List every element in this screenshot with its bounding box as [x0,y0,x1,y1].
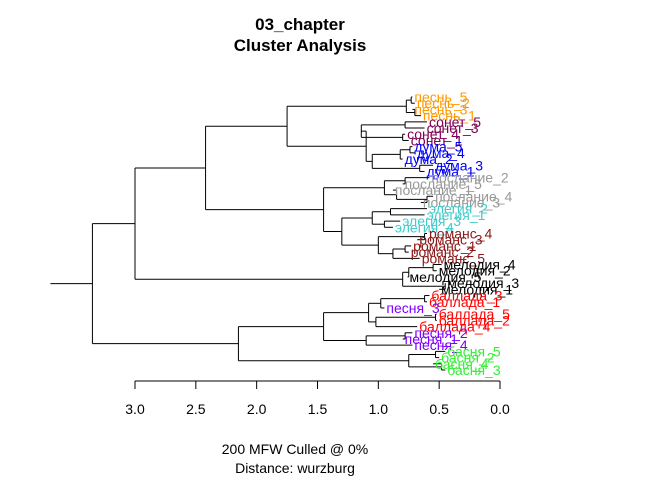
leaf-label: элегия_3 [402,213,461,229]
leaf-label: песнь_2 [417,95,470,111]
leaf-label: песня_1 [405,331,458,347]
leaf-label: дума_4 [417,145,465,161]
leaf-label: романс_4 [429,226,493,242]
leaf-label: песня_2 [414,325,467,341]
leaf-label: баллада_5 [439,306,510,322]
leaf-label: мелодия_3 [447,275,519,291]
page-title: 03_chapter Cluster Analysis [0,14,600,56]
leaf-label: мелодия_5 [410,269,482,285]
leaf-label: дума_1 [427,163,475,179]
leaf-label: романс_3 [419,232,483,248]
leaf-label: мелодия_1 [441,281,513,297]
leaf-label: послание_4 [435,188,512,204]
leaf-label: мелодия_2 [439,263,511,279]
leaf-label: баллада_2 [439,312,510,328]
footer-line-1: 200 MFW Culled @ 0% [221,441,369,457]
leaf-label: песня_3 [386,300,439,316]
chart-footer: 200 MFW Culled @ 0% Distance: wurzburg [190,440,400,478]
leaf-label: сонет_4 [407,126,459,142]
leaf-label: дума_2 [405,151,453,167]
leaf-label: басня_3 [447,362,501,378]
dendrogram-branches [50,96,446,371]
footer-line-2: Distance: wurzburg [235,460,355,476]
leaf-label: сонет_1 [411,132,463,148]
leaf-label: элегия_2 [429,201,488,217]
leaf-label: послание_3 [423,194,500,210]
x-axis-tick-label: 1.5 [308,401,328,417]
leaf-label: песнь_5 [414,89,467,105]
leaf-label: послание_2 [431,170,508,186]
title-line-2: Cluster Analysis [233,36,367,55]
leaf-label: песнь_1 [423,108,476,124]
leaf-label: баллада_3 [431,288,502,304]
leaf-label: баллада_4 [419,319,490,335]
title-line-1: 03_chapter [255,15,345,34]
leaf-label: басня_5 [447,343,501,359]
leaf-label: послание_5 [405,176,482,192]
x-axis-tick-label: 0.5 [429,401,449,417]
x-axis-tick-label: 3.0 [125,401,145,417]
leaf-label: песнь_3 [414,101,467,117]
dendrogram-leaf-labels: песнь_5песнь_2песнь_3песнь_1сонет_5сонет… [386,89,519,378]
leaf-label: мелодия_4 [444,257,516,273]
leaf-label: романс_5 [422,250,486,266]
x-axis: 3.0 2.5 2.0 1.5 1.0 0.5 0.0 [125,380,510,417]
x-axis-tick-label: 0.0 [490,401,510,417]
leaf-label: элегия_4 [395,219,454,235]
leaf-label: элегия_1 [427,207,486,223]
x-axis-tick-label: 1.0 [369,401,389,417]
leaf-label: сонет_5 [429,114,481,130]
leaf-label: романс_1 [413,238,477,254]
leaf-label: дума_3 [435,157,483,173]
leaf-label: послание_1 [395,182,472,198]
leaf-label: песня_4 [414,337,467,353]
leaf-label: басня_2 [441,350,495,366]
leaf-label: дума_5 [414,139,462,155]
x-axis-tick-label: 2.0 [247,401,267,417]
leaf-label: баллада_1 [429,294,500,310]
leaf-label: басня_4 [435,356,489,372]
leaf-label: сонет_3 [427,120,479,136]
leaf-label: романс_2 [411,244,475,260]
x-axis-tick-label: 2.5 [186,401,206,417]
